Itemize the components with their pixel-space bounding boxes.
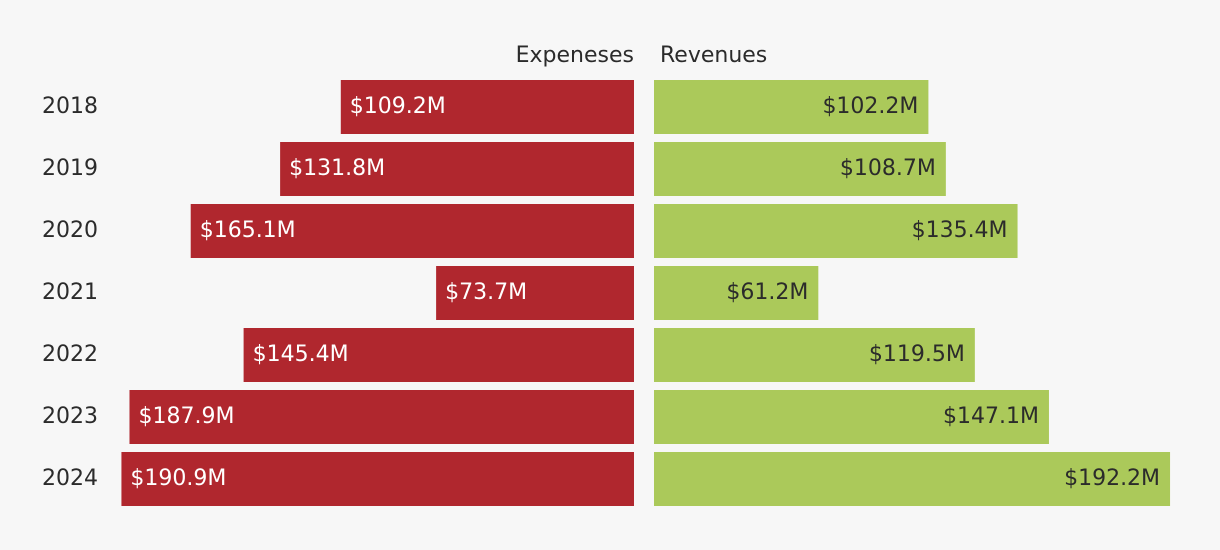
revenue-value-label-2021: $61.2M [726,280,808,305]
category-label-2024: 2024 [42,466,98,491]
revenue-value-label-2023: $147.1M [943,404,1039,429]
expense-bar-2022 [243,328,634,382]
expense-bar-2020 [190,204,635,258]
revenue-bar-2019 [654,142,946,196]
revenue-bar-2024 [654,452,1171,506]
category-label-2019: 2019 [42,156,98,181]
revenue-bar-2021 [654,266,819,320]
revenue-bar-2023 [654,390,1049,444]
revenue-bar-2022 [654,328,975,382]
expense-bar-2019 [280,142,634,196]
category-label-2020: 2020 [42,218,98,243]
expense-value-label-2021: $73.7M [445,280,527,305]
category-label-2023: 2023 [42,404,98,429]
revenue-value-label-2019: $108.7M [840,156,936,181]
revenue-value-label-2018: $102.2M [822,94,918,119]
category-label-2022: 2022 [42,342,98,367]
expense-bar-2021 [436,266,634,320]
expense-value-label-2019: $131.8M [289,156,385,181]
expense-value-label-2024: $190.9M [130,466,226,491]
expense-value-label-2020: $165.1M [200,218,296,243]
revenue-value-label-2024: $192.2M [1064,466,1160,491]
expense-value-label-2022: $145.4M [253,342,349,367]
revenue-value-label-2022: $119.5M [869,342,965,367]
expense-bar-2024 [121,452,635,506]
series-header-revenues: Revenues [660,43,767,68]
expense-value-label-2023: $187.9M [138,404,234,429]
expense-bar-2018 [340,80,634,134]
category-label-2021: 2021 [42,280,98,305]
revenue-bar-2020 [654,204,1018,258]
expense-bar-2023 [129,390,634,444]
category-label-2018: 2018 [42,94,98,119]
revenue-bar-2018 [654,80,929,134]
revenue-value-label-2020: $135.4M [912,218,1008,243]
series-header-expenses: Expeneses [516,43,634,68]
expense-value-label-2018: $109.2M [350,94,446,119]
